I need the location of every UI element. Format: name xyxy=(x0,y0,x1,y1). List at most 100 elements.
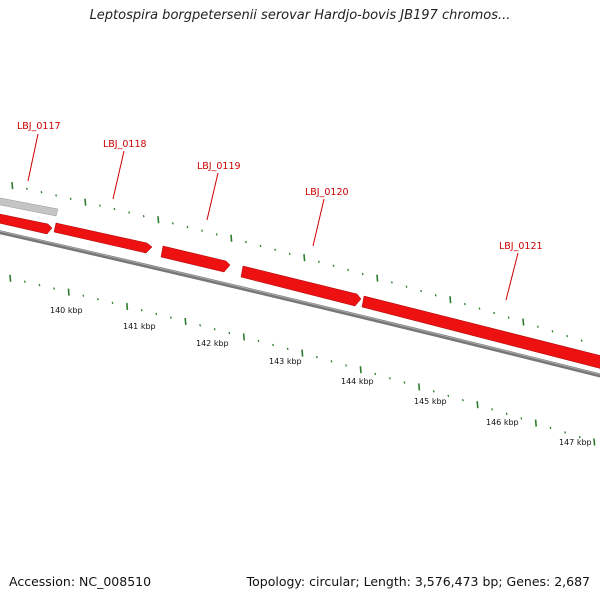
upper-minor-tick xyxy=(390,281,393,284)
lower-minor-tick xyxy=(432,390,435,393)
genome-backbone-highlight xyxy=(0,230,600,376)
tick-label-140: 140 kbp xyxy=(50,306,83,315)
upper-minor-tick xyxy=(405,285,408,288)
topology-text: Topology: circular; Length: 3,576,473 bp… xyxy=(246,574,590,589)
gene-leaders xyxy=(27,133,519,301)
lower-minor-tick xyxy=(564,431,567,434)
lower-major-tick xyxy=(418,383,421,391)
lower-major-tick xyxy=(67,288,70,296)
upper-minor-tick xyxy=(566,334,569,338)
gene-label-lbj-0118[interactable]: LBJ_0118 xyxy=(103,139,147,150)
upper-minor-tick xyxy=(186,225,189,229)
lower-minor-tick xyxy=(315,355,318,359)
upper-major-tick xyxy=(84,198,87,206)
lower-minor-tick xyxy=(213,327,216,331)
upper-minor-tick xyxy=(332,264,335,268)
lower-major-tick xyxy=(534,419,537,427)
gene-arrow-lbj-0117b[interactable] xyxy=(0,212,53,235)
tick-label-146: 146 kbp xyxy=(486,418,519,427)
upper-minor-tick xyxy=(434,294,437,297)
lower-major-tick xyxy=(359,366,362,374)
accession-text: Accession: NC_008510 xyxy=(9,574,152,589)
gene-arrow-lbj-0119[interactable] xyxy=(160,245,231,273)
lower-minor-tick xyxy=(345,364,348,367)
upper-major-tick xyxy=(11,182,14,190)
lower-minor-tick xyxy=(169,316,172,319)
genome-title: Leptospira borgpetersenii serovar Hardjo… xyxy=(89,8,511,23)
position-labels: 140 kbp 141 kbp 142 kbp 143 kbp 144 kbp … xyxy=(50,306,592,447)
gene-label-lbj-0121[interactable]: LBJ_0121 xyxy=(499,241,543,252)
gene-label-lbj-0119[interactable]: LBJ_0119 xyxy=(197,161,241,172)
lower-minor-tick xyxy=(520,417,523,420)
tick-label-147: 147 kbp xyxy=(559,438,592,447)
lower-minor-tick xyxy=(53,287,56,290)
upper-minor-tick xyxy=(463,302,466,306)
lower-minor-tick xyxy=(140,309,143,312)
upper-minor-tick xyxy=(274,248,277,252)
lower-minor-tick xyxy=(96,298,99,301)
upper-minor-tick xyxy=(259,244,262,248)
lower-minor-tick xyxy=(286,347,289,351)
upper-major-tick xyxy=(522,318,525,326)
lower-minor-tick xyxy=(578,436,581,439)
tick-label-143: 143 kbp xyxy=(269,357,302,366)
gene-label-lbj-0117[interactable]: LBJ_0117 xyxy=(17,121,61,132)
upper-minor-tick xyxy=(40,190,43,194)
lower-minor-tick xyxy=(111,301,114,305)
upper-minor-tick xyxy=(25,187,28,191)
lower-minor-tick xyxy=(403,381,406,384)
lower-minor-tick xyxy=(272,343,275,347)
lower-minor-tick xyxy=(199,324,202,327)
tick-label-141: 141 kbp xyxy=(123,322,156,331)
upper-minor-tick xyxy=(288,252,291,255)
upper-minor-tick xyxy=(142,214,145,218)
upper-minor-tick xyxy=(361,272,364,276)
lower-major-tick xyxy=(9,274,12,282)
lower-minor-tick xyxy=(388,377,391,380)
upper-minor-tick xyxy=(113,207,116,211)
gene-arrow-lbj-0118[interactable] xyxy=(53,222,153,254)
upper-minor-tick xyxy=(171,222,174,225)
lower-major-tick xyxy=(184,317,187,326)
upper-major-tick xyxy=(303,254,306,262)
upper-major-tick xyxy=(230,234,233,242)
gene-arrow-lbj-0120[interactable] xyxy=(240,265,362,307)
upper-minor-tick xyxy=(551,330,554,333)
leader-lbj-0118 xyxy=(112,150,125,200)
leader-lbj-0120 xyxy=(312,198,325,247)
upper-minor-tick xyxy=(536,325,539,328)
lower-minor-tick xyxy=(549,426,552,429)
lower-tick-ring xyxy=(9,274,596,446)
upper-minor-tick xyxy=(347,268,350,272)
lower-major-tick xyxy=(593,438,596,446)
upper-major-tick xyxy=(157,216,160,224)
gene-label-lbj-0120[interactable]: LBJ_0120 xyxy=(305,187,349,198)
leader-lbj-0119 xyxy=(206,172,219,221)
gene-arrow-lbj-0121[interactable] xyxy=(361,295,600,371)
lower-minor-tick xyxy=(257,339,260,343)
gene-arrow-lbj-0117[interactable] xyxy=(0,196,59,217)
lower-minor-tick xyxy=(38,283,41,287)
upper-minor-tick xyxy=(128,211,131,214)
lower-major-tick xyxy=(301,349,304,357)
lower-minor-tick xyxy=(228,331,231,335)
leader-lbj-0121 xyxy=(505,252,519,301)
upper-minor-tick xyxy=(244,240,247,244)
lower-minor-tick xyxy=(447,394,450,397)
lower-minor-tick xyxy=(23,280,26,283)
upper-minor-tick xyxy=(215,233,218,236)
upper-tick-ring xyxy=(11,182,583,342)
gene-labels: LBJ_0117 LBJ_0118 LBJ_0119 LBJ_0120 LBJ_… xyxy=(17,121,543,252)
leader-lbj-0117 xyxy=(27,133,39,182)
gene-arrows xyxy=(0,212,600,371)
tick-label-142: 142 kbp xyxy=(196,339,229,348)
upper-minor-tick xyxy=(478,307,481,310)
genome-backbone xyxy=(0,230,600,378)
lower-minor-tick xyxy=(374,372,377,376)
lower-minor-tick xyxy=(461,399,464,402)
upper-minor-tick xyxy=(55,194,58,197)
upper-major-tick xyxy=(449,296,452,304)
upper-minor-tick xyxy=(420,289,423,293)
